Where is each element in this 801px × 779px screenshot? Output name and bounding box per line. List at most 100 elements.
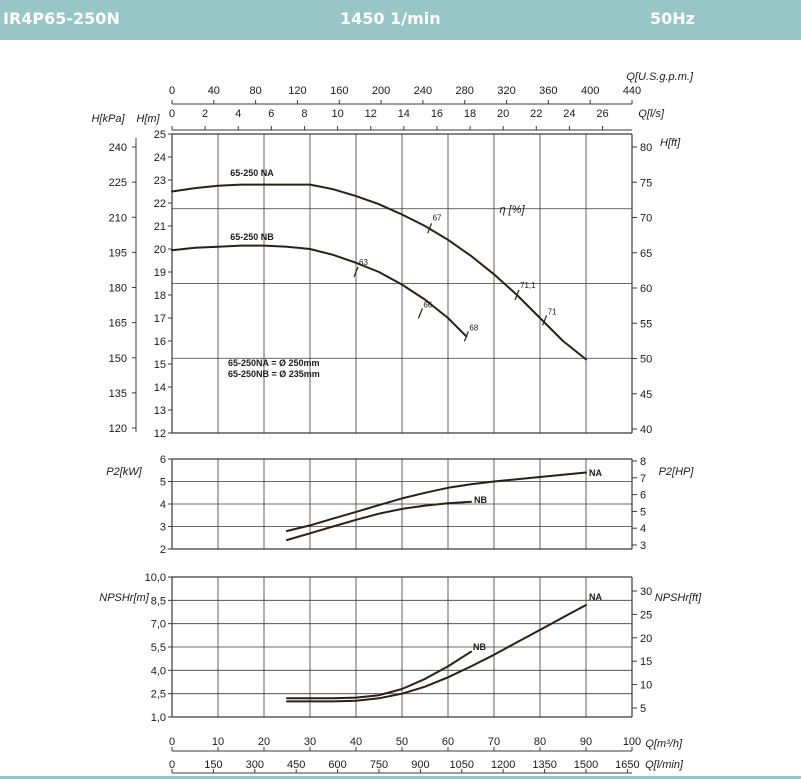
hp-tick-label: 7	[640, 473, 646, 485]
lmin-tick-label: 450	[287, 759, 305, 771]
head-y-tick-label: 20	[154, 244, 166, 256]
ft-tick-label: 50	[640, 354, 652, 366]
head-curve-nb	[171, 244, 468, 338]
ls-tick-label: 10	[331, 108, 343, 120]
head-y-tick-label: 21	[154, 221, 166, 233]
npsh-y-tick-label: 8,5	[151, 595, 166, 607]
head-y-tick-label: 24	[154, 152, 166, 164]
efficiency-mark	[417, 308, 423, 319]
m3h-tick-label: 50	[396, 736, 408, 748]
lmin-tick-label: 900	[411, 759, 429, 771]
kpa-axis-label: H[kPa]	[91, 113, 125, 125]
ls-tick-label: 20	[497, 108, 509, 120]
lmin-tick-label: 600	[328, 759, 346, 771]
power-label-na: NA	[589, 468, 602, 478]
m3h-tick-label: 40	[350, 736, 362, 748]
gpm-tick-label: 200	[372, 85, 390, 97]
lmin-tick-label: 1650	[615, 759, 639, 771]
head-label-nb: 65-250 NB	[230, 232, 274, 242]
efficiency-mark-label: 63	[359, 258, 368, 267]
npsh-y-tick-label: 2,5	[151, 689, 166, 701]
m3h-tick-label: 90	[580, 736, 592, 748]
head-y-tick-label: 17	[154, 313, 166, 325]
hp-tick-label: 8	[640, 456, 646, 468]
npsh-label-na: NA	[589, 592, 602, 602]
npsh-y-tick-label: 4,0	[151, 665, 166, 677]
npsh-y-tick-label: 1,0	[151, 712, 166, 724]
gpm-tick-label: 360	[539, 85, 557, 97]
npsh-ft-tick-label: 20	[640, 633, 652, 645]
lmin-tick-label: 1050	[450, 759, 474, 771]
kpa-tick-label: 225	[109, 177, 127, 189]
ft-tick-label: 60	[640, 283, 652, 295]
m3h-tick-label: 80	[534, 736, 546, 748]
head-y-tick-label: 13	[154, 405, 166, 417]
ls-tick-label: 14	[398, 108, 410, 120]
gpm-tick-label: 320	[497, 85, 515, 97]
gpm-tick-label: 40	[208, 85, 220, 97]
efficiency-mark	[353, 266, 359, 278]
kpa-tick-label: 150	[109, 353, 127, 365]
lmin-tick-label: 1350	[532, 759, 556, 771]
power-y-tick-label: 2	[160, 544, 166, 556]
npsh-ft-axis-label: NPSHr[ft]	[655, 592, 702, 604]
ft-tick-label: 70	[640, 213, 652, 225]
ls-axis-label: Q[l/s]	[638, 108, 665, 120]
gpm-tick-label: 400	[581, 85, 599, 97]
ls-tick-label: 8	[301, 108, 307, 120]
efficiency-mark-label: 67	[433, 213, 442, 222]
ls-tick-label: 6	[268, 108, 274, 120]
power-curve-nb	[286, 500, 472, 541]
lmin-tick-label: 750	[370, 759, 388, 771]
ls-tick-label: 12	[365, 108, 377, 120]
ls-tick-label: 0	[169, 108, 175, 120]
hp-tick-label: 6	[640, 490, 646, 502]
power-curve-na	[286, 471, 587, 532]
efficiency-mark-label: 68	[469, 323, 478, 332]
npsh-label-nb: NB	[473, 642, 486, 652]
ft-tick-label: 55	[640, 318, 652, 330]
ft-tick-label: 45	[640, 389, 652, 401]
kpa-tick-label: 240	[109, 142, 127, 154]
ls-tick-label: 18	[464, 108, 476, 120]
head-y-tick-label: 18	[154, 290, 166, 302]
ft-tick-label: 40	[640, 424, 652, 436]
lmin-axis-label: Q[l/min]	[645, 759, 684, 771]
power-hp-axis-label: P2[HP]	[659, 466, 695, 478]
ls-tick-label: 4	[235, 108, 241, 120]
npsh-ft-tick-label: 25	[640, 609, 652, 621]
gpm-tick-label: 280	[456, 85, 474, 97]
gpm-tick-label: 440	[623, 85, 641, 97]
ls-tick-label: 24	[563, 108, 575, 120]
head-y-tick-label: 25	[154, 129, 166, 141]
kpa-tick-label: 135	[109, 388, 127, 400]
npsh-curve-nb	[286, 650, 472, 700]
hp-tick-label: 5	[640, 506, 646, 518]
head-m-axis-label: H[m]	[136, 113, 160, 125]
lmin-tick-label: 0	[169, 759, 175, 771]
gpm-tick-label: 160	[330, 85, 348, 97]
head-label-na: 65-250 NA	[230, 168, 274, 178]
ls-tick-label: 22	[530, 108, 542, 120]
header-bar: IR4P65-250N 1450 1/min 50Hz	[0, 0, 801, 40]
m3h-tick-label: 30	[304, 736, 316, 748]
head-y-tick-label: 23	[154, 175, 166, 187]
ls-tick-label: 26	[596, 108, 608, 120]
ft-tick-label: 80	[640, 142, 652, 154]
kpa-tick-label: 210	[109, 212, 127, 224]
gpm-axis-label: Q[U.S.g.p.m.]	[626, 71, 694, 83]
lmin-tick-label: 1200	[491, 759, 515, 771]
power-y-tick-label: 4	[160, 499, 166, 511]
npsh-y-tick-label: 10,0	[145, 572, 166, 584]
diameter-note-na: 65-250NA = Ø 250mm	[228, 358, 319, 368]
head-y-tick-label: 19	[154, 267, 166, 279]
model-title: IR4P65-250N	[3, 9, 120, 28]
gpm-tick-label: 120	[288, 85, 306, 97]
diameter-note-nb: 65-250NB = Ø 235mm	[228, 369, 320, 379]
kpa-tick-label: 120	[109, 423, 127, 435]
head-y-tick-label: 15	[154, 359, 166, 371]
m3h-tick-label: 100	[623, 736, 641, 748]
kpa-tick-label: 180	[109, 283, 127, 295]
lmin-tick-label: 150	[204, 759, 222, 771]
